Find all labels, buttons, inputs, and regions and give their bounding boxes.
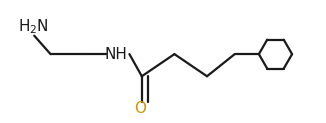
Text: H$_2$N: H$_2$N (18, 18, 49, 36)
Text: O: O (134, 101, 146, 116)
Text: NH: NH (104, 47, 127, 62)
